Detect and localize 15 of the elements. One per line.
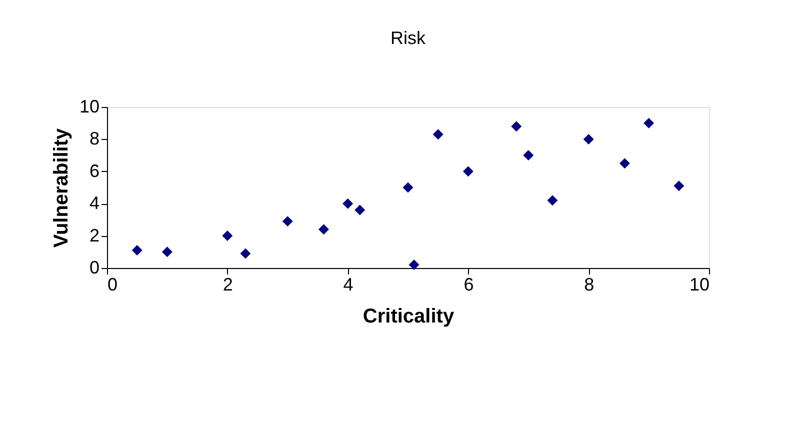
y-tick-label: 0: [89, 258, 100, 278]
y-tick-label: 4: [89, 193, 100, 214]
y-axis-title: Vulnerability: [50, 127, 72, 248]
y-tick-label: 6: [89, 160, 100, 181]
chart-title: Risk: [390, 28, 426, 48]
x-tick-label: 10: [689, 274, 710, 294]
x-axis-title: Criticality: [362, 306, 455, 328]
y-tick-label: 8: [89, 128, 100, 149]
x-tick-label: 8: [584, 274, 594, 294]
x-tick-label: 2: [222, 274, 233, 294]
y-tick-label: 2: [89, 225, 100, 246]
x-tick-label: 6: [464, 274, 474, 294]
y-tick-label: 10: [79, 96, 100, 116]
x-tick-label: 4: [343, 274, 354, 294]
x-tick-label: 0: [108, 274, 118, 294]
